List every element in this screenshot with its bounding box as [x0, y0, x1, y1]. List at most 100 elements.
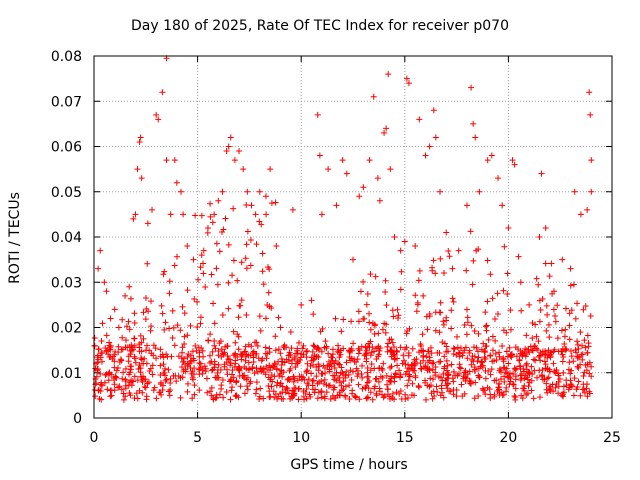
data-point — [329, 351, 336, 358]
data-point — [240, 166, 247, 173]
data-point — [265, 382, 272, 389]
data-point — [231, 157, 238, 164]
data-point — [198, 252, 205, 259]
data-point — [560, 369, 567, 376]
data-point — [464, 355, 471, 362]
data-point — [547, 383, 554, 390]
data-point — [403, 330, 410, 337]
data-point — [373, 392, 380, 399]
data-point — [224, 343, 231, 350]
data-point — [414, 301, 421, 308]
data-point — [336, 361, 343, 368]
data-point — [127, 392, 134, 399]
y-tick-label: 0 — [73, 411, 82, 427]
data-point — [535, 281, 542, 288]
data-point — [513, 353, 520, 360]
data-point — [338, 382, 345, 389]
data-point — [573, 349, 580, 356]
data-point — [426, 354, 433, 361]
data-point — [294, 377, 301, 384]
data-point — [253, 379, 260, 386]
data-point — [368, 349, 375, 356]
data-point — [383, 125, 390, 132]
data-point — [443, 343, 450, 350]
data-point — [360, 278, 367, 285]
data-point — [417, 341, 424, 348]
data-point — [263, 211, 270, 218]
data-point — [278, 362, 285, 369]
data-point — [111, 306, 118, 313]
data-point — [546, 334, 553, 341]
data-point — [545, 321, 552, 328]
data-point — [107, 393, 114, 400]
data-point — [308, 297, 315, 304]
data-point — [464, 371, 471, 378]
data-point — [202, 365, 209, 372]
x-tick-label: 0 — [90, 430, 99, 446]
data-point — [579, 386, 586, 393]
data-point — [177, 374, 184, 381]
data-point — [363, 395, 370, 402]
data-point — [140, 335, 147, 342]
data-point — [316, 379, 323, 386]
data-point — [268, 304, 275, 311]
data-point — [242, 353, 249, 360]
data-point — [343, 359, 350, 366]
data-point — [178, 188, 185, 195]
data-point — [420, 292, 427, 299]
data-point — [318, 389, 325, 396]
data-point — [437, 299, 444, 306]
data-point — [329, 372, 336, 379]
data-point — [251, 370, 258, 377]
data-point — [375, 378, 382, 385]
data-point — [543, 380, 550, 387]
data-point — [483, 322, 490, 329]
data-point — [475, 354, 482, 361]
data-point — [500, 364, 507, 371]
data-point — [350, 368, 357, 375]
data-point — [230, 257, 237, 264]
data-point — [362, 344, 369, 351]
data-point — [532, 321, 539, 328]
data-point — [475, 372, 482, 379]
data-point — [95, 265, 102, 272]
data-point — [390, 313, 397, 320]
data-point — [218, 353, 225, 360]
data-point — [434, 349, 441, 356]
data-point — [461, 369, 468, 376]
data-point — [223, 388, 230, 395]
data-point — [574, 384, 581, 391]
data-point — [214, 281, 221, 288]
data-point — [134, 166, 141, 173]
data-point — [365, 373, 372, 380]
data-point — [232, 339, 239, 346]
data-point — [517, 362, 524, 369]
data-point — [295, 385, 302, 392]
data-point — [554, 302, 561, 309]
data-point — [235, 333, 242, 340]
data-point — [137, 332, 144, 339]
data-point — [518, 307, 525, 314]
data-point — [144, 380, 151, 387]
data-point — [450, 378, 457, 385]
data-point — [387, 364, 394, 371]
data-point — [287, 376, 294, 383]
data-point — [276, 372, 283, 379]
data-point — [163, 376, 170, 383]
data-point — [374, 175, 381, 182]
data-point — [260, 395, 267, 402]
data-point — [226, 356, 233, 363]
data-point — [563, 382, 570, 389]
data-point — [347, 367, 354, 374]
data-point — [122, 344, 129, 351]
data-point — [315, 361, 322, 368]
data-point — [430, 107, 437, 114]
data-point — [580, 373, 587, 380]
data-point — [125, 371, 132, 378]
data-point — [220, 394, 227, 401]
data-point — [174, 322, 181, 329]
data-point — [584, 361, 591, 368]
data-point — [239, 352, 246, 359]
data-point — [423, 353, 430, 360]
data-point — [356, 396, 363, 403]
